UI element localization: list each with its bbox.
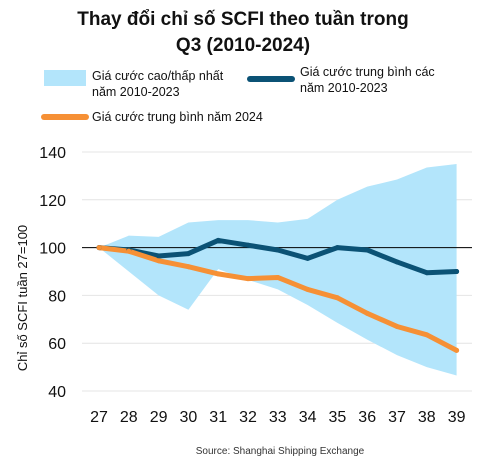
x-tick-label: 32 bbox=[239, 409, 257, 426]
legend: Giá cước cao/thấp nhất năm 2010-2023 Giá… bbox=[41, 65, 435, 124]
data-point-avg-2010-2023 bbox=[364, 247, 370, 253]
chart-title-line1: Thay đổi chỉ số SCFI theo tuần trong bbox=[77, 9, 408, 30]
y-tick-label: 80 bbox=[48, 288, 66, 305]
data-point-avg-2010-2023 bbox=[334, 245, 340, 251]
chart-title-line2: Q3 (2010-2024) bbox=[176, 35, 310, 56]
data-point-2024 bbox=[126, 248, 132, 254]
x-tick-labels: 27 28 29 30 31 32 33 34 35 36 37 38 39 bbox=[90, 409, 465, 426]
x-tick-label: 27 bbox=[90, 409, 108, 426]
data-point-avg-2010-2023 bbox=[454, 269, 460, 274]
y-tick-labels: 40 60 80 100 120 140 bbox=[39, 145, 66, 401]
legend-label-avg-line2: năm 2010-2023 bbox=[300, 81, 388, 95]
x-tick-label: 38 bbox=[418, 409, 436, 426]
data-point-2024 bbox=[215, 271, 221, 277]
x-tick-label: 39 bbox=[448, 409, 466, 426]
data-point-2024 bbox=[96, 245, 102, 251]
range-band bbox=[99, 163, 457, 376]
data-point-2024 bbox=[185, 264, 191, 270]
data-point-2024 bbox=[305, 286, 311, 292]
data-point-avg-2010-2023 bbox=[215, 237, 221, 243]
x-tick-label: 28 bbox=[120, 409, 138, 426]
x-tick-label: 29 bbox=[150, 409, 168, 426]
legend-label-range-line1: Giá cước cao/thấp nhất bbox=[92, 69, 224, 83]
legend-label-2024: Giá cước trung bình năm 2024 bbox=[92, 110, 263, 124]
x-tick-label: 33 bbox=[269, 409, 287, 426]
data-point-2024 bbox=[454, 347, 460, 353]
x-tick-label: 37 bbox=[388, 409, 406, 426]
data-point-avg-2010-2023 bbox=[245, 242, 251, 248]
y-tick-label: 120 bbox=[39, 193, 66, 210]
source-note: Source: Shanghai Shipping Exchange bbox=[196, 446, 365, 457]
x-tick-label: 31 bbox=[209, 409, 227, 426]
y-tick-label: 140 bbox=[39, 145, 66, 162]
legend-swatch-range bbox=[44, 70, 86, 86]
x-tick-label: 35 bbox=[329, 409, 347, 426]
legend-label-avg-line1: Giá cước trung bình các bbox=[300, 65, 435, 79]
data-point-2024 bbox=[245, 276, 251, 282]
data-point-2024 bbox=[275, 274, 281, 280]
y-axis-title: Chỉ số SCFI tuần 27=100 bbox=[15, 225, 30, 371]
x-tick-label: 36 bbox=[358, 409, 376, 426]
y-tick-label: 60 bbox=[48, 336, 66, 353]
data-point-2024 bbox=[156, 258, 162, 264]
data-point-2024 bbox=[364, 310, 370, 316]
y-tick-label: 100 bbox=[39, 241, 66, 258]
legend-label-range-line2: năm 2010-2023 bbox=[92, 85, 180, 99]
data-point-2024 bbox=[424, 332, 430, 338]
data-point-2024 bbox=[394, 323, 400, 329]
series-points bbox=[96, 237, 460, 353]
data-point-2024 bbox=[334, 295, 340, 301]
x-tick-label: 34 bbox=[299, 409, 317, 426]
data-point-avg-2010-2023 bbox=[185, 251, 191, 257]
data-point-avg-2010-2023 bbox=[156, 253, 162, 259]
data-point-avg-2010-2023 bbox=[305, 255, 311, 261]
data-point-avg-2010-2023 bbox=[394, 259, 400, 265]
data-point-avg-2010-2023 bbox=[424, 270, 430, 276]
data-point-avg-2010-2023 bbox=[275, 247, 281, 253]
x-tick-label: 30 bbox=[180, 409, 198, 426]
y-tick-label: 40 bbox=[48, 384, 66, 401]
